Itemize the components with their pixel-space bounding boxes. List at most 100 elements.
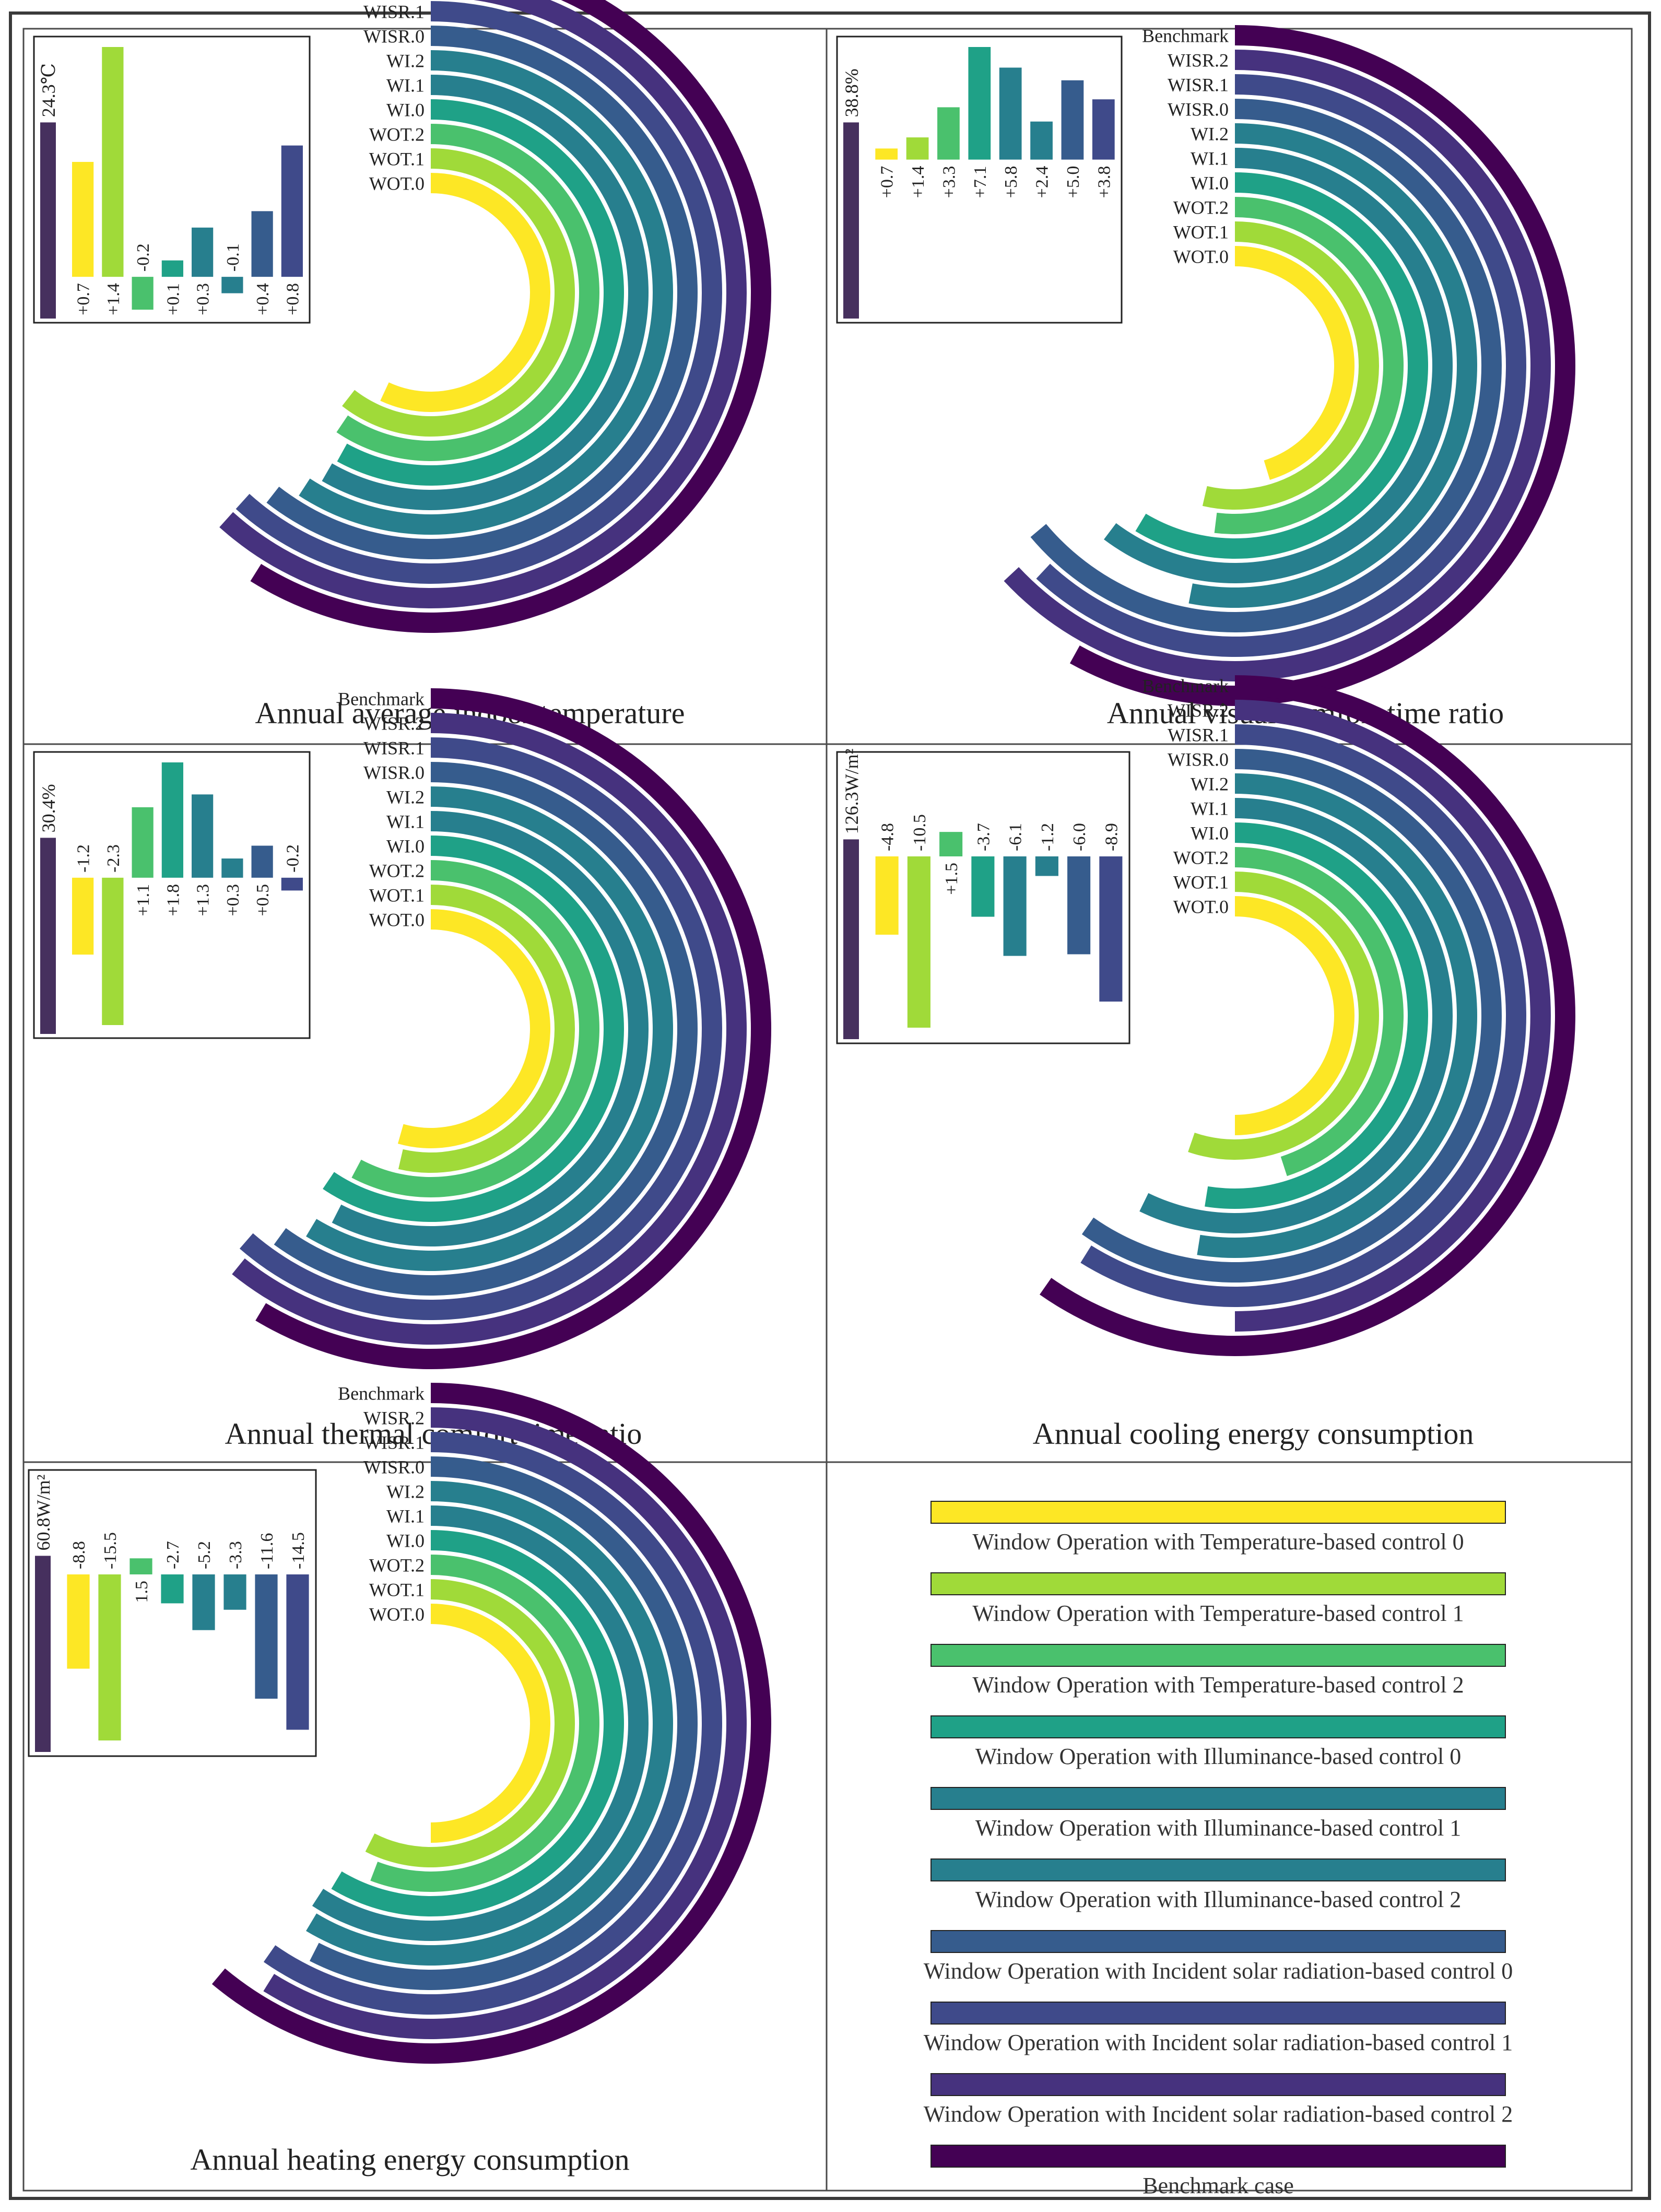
inset-bar (102, 877, 124, 1025)
legend-swatch (930, 1572, 1506, 1595)
panel-3: WOT.0 WOT.1 WOT.2 WI.0 WI.1 WI.2 WISR.0 WISR.1 W… (33, 688, 772, 1451)
inset-bar-label: +0.8 (283, 283, 302, 315)
ring-label: WOT.2 (369, 861, 425, 881)
inset-base-bar (40, 838, 56, 1034)
inset-bar (999, 67, 1022, 160)
ring-label: WI.1 (1191, 798, 1229, 819)
inset-bar-label: +3.8 (1094, 166, 1114, 198)
inset-bar-label: -8.8 (69, 1541, 89, 1569)
ring-wot-2 (1235, 847, 1404, 1176)
inset-bar (102, 47, 124, 277)
inset-base-bar (843, 122, 859, 319)
ring-wi-0 (323, 836, 625, 1222)
legend-swatch (930, 1501, 1506, 1524)
panel-1: WOT.0WOT.1WOT.2WI.0WI.1WI.2WISR.0WISR.1W… (33, 0, 771, 730)
ring-label: WOT.2 (369, 124, 425, 145)
ring-label: WISR.2 (363, 1408, 425, 1429)
inset-bar (968, 47, 991, 160)
inset-bar-label: +0.1 (163, 283, 183, 315)
ring-label: WI.2 (386, 51, 425, 72)
ring-label: WI.2 (1191, 774, 1229, 795)
inset-bar (1030, 121, 1053, 160)
inset-bar (255, 1574, 278, 1699)
ring-label: WOT.2 (1173, 197, 1229, 218)
inset-bar-label: +1.1 (134, 884, 153, 916)
inset-bar (251, 211, 273, 277)
ring-label: WISR.0 (363, 26, 425, 47)
ring-label: Benchmark (1142, 676, 1229, 697)
ring-wisr-1 (239, 737, 722, 1320)
inset-bar-label: -6.0 (1070, 823, 1089, 851)
inset-bar (129, 1558, 152, 1574)
legend-label: Window Operation with Incident solar rad… (924, 2101, 1513, 2127)
ring-wot-0 (397, 909, 550, 1148)
ring-label: WOT.0 (1173, 246, 1229, 267)
ring-label: WOT.0 (369, 910, 425, 931)
inset-base-label: 38.8% (841, 68, 862, 117)
ring-label: WOT.2 (369, 1555, 425, 1576)
inset-bar-label: +0.7 (74, 283, 93, 315)
inset-bar-label: +5.8 (1002, 166, 1021, 198)
legend-swatch (930, 1715, 1506, 1738)
ring-label: WISR.2 (1168, 50, 1229, 71)
inset-bar (132, 807, 154, 878)
inset-bar-label: -2.7 (163, 1541, 183, 1569)
legend-swatch (930, 1787, 1506, 1810)
inset-base-label: 60.8W/m² (33, 1475, 54, 1551)
inset-bar-label: -1.2 (74, 844, 93, 873)
ring-label: WOT.0 (369, 1604, 425, 1625)
inset-bar (937, 107, 960, 160)
ring-label: WOT.1 (1173, 872, 1229, 893)
ring-wot-1 (342, 148, 575, 437)
inset-bar-label: -11.6 (257, 1533, 277, 1569)
inset-bar-label: +1.3 (194, 884, 213, 916)
inset-bar-label: +0.5 (253, 884, 273, 916)
inset-bar (907, 856, 930, 1028)
legend-label: Window Operation with Illuminance-based … (975, 1815, 1462, 1841)
ring-wisr-2 (1004, 50, 1551, 681)
inset-base-label: 126.3W/m² (841, 749, 862, 834)
inset-bar-label: +1.4 (909, 166, 928, 198)
ring-label: WISR.1 (363, 2, 425, 22)
inset-bar-label: -4.8 (878, 823, 898, 851)
inset-base-bar (35, 1556, 51, 1752)
inset-bar (971, 856, 995, 917)
ring-label: Benchmark (1142, 26, 1229, 46)
legend-swatch (930, 2073, 1506, 2096)
inset-bar-label: -15.5 (101, 1532, 120, 1569)
inset-bar (98, 1574, 121, 1740)
inset-bar-label: +5.0 (1064, 166, 1083, 198)
inset-bar (875, 856, 899, 935)
ring-label: WISR.0 (363, 1457, 425, 1478)
ring-wot-0 (380, 173, 550, 413)
inset-base-bar (40, 122, 56, 319)
inset-bar (1092, 99, 1115, 160)
ring-label: WOT.1 (369, 1580, 425, 1601)
legend-label: Window Operation with Incident solar rad… (924, 2030, 1513, 2055)
inset-bar-label: -3.3 (226, 1541, 245, 1569)
ring-wisr-2 (219, 0, 747, 608)
inset-bar-label: -0.2 (283, 844, 302, 873)
inner-frame (22, 28, 1633, 2192)
ring-label: WOT.0 (1173, 897, 1229, 917)
inset-bar (221, 277, 243, 293)
inset-bar (251, 845, 273, 878)
inset-bar (72, 162, 94, 277)
inset-bar (875, 148, 898, 160)
panel-title: Annual heating energy consumption (190, 2143, 629, 2176)
ring-label: WI.1 (386, 811, 425, 832)
panel-2: WOT.0 WOT.1 WOT.2 WI.0 WI.1 WI.2 WISR.0 WISR.1 W… (836, 25, 1576, 730)
inset-bar (1003, 856, 1027, 956)
ring-label: WI.2 (386, 787, 425, 808)
ring-label: WI.2 (386, 1481, 425, 1502)
ring-wot-2 (336, 124, 599, 461)
inset-base-bar (843, 839, 859, 1039)
legend-swatch (930, 1858, 1506, 1881)
legend-label: Window Operation with Illuminance-based … (975, 1887, 1462, 1912)
ring-wot-0 (1235, 896, 1354, 1135)
legend-swatch (930, 1644, 1506, 1667)
ring-label: WI.0 (386, 1531, 425, 1551)
ring-wisr-1 (235, 1, 722, 584)
legend-swatch (930, 2145, 1506, 2168)
